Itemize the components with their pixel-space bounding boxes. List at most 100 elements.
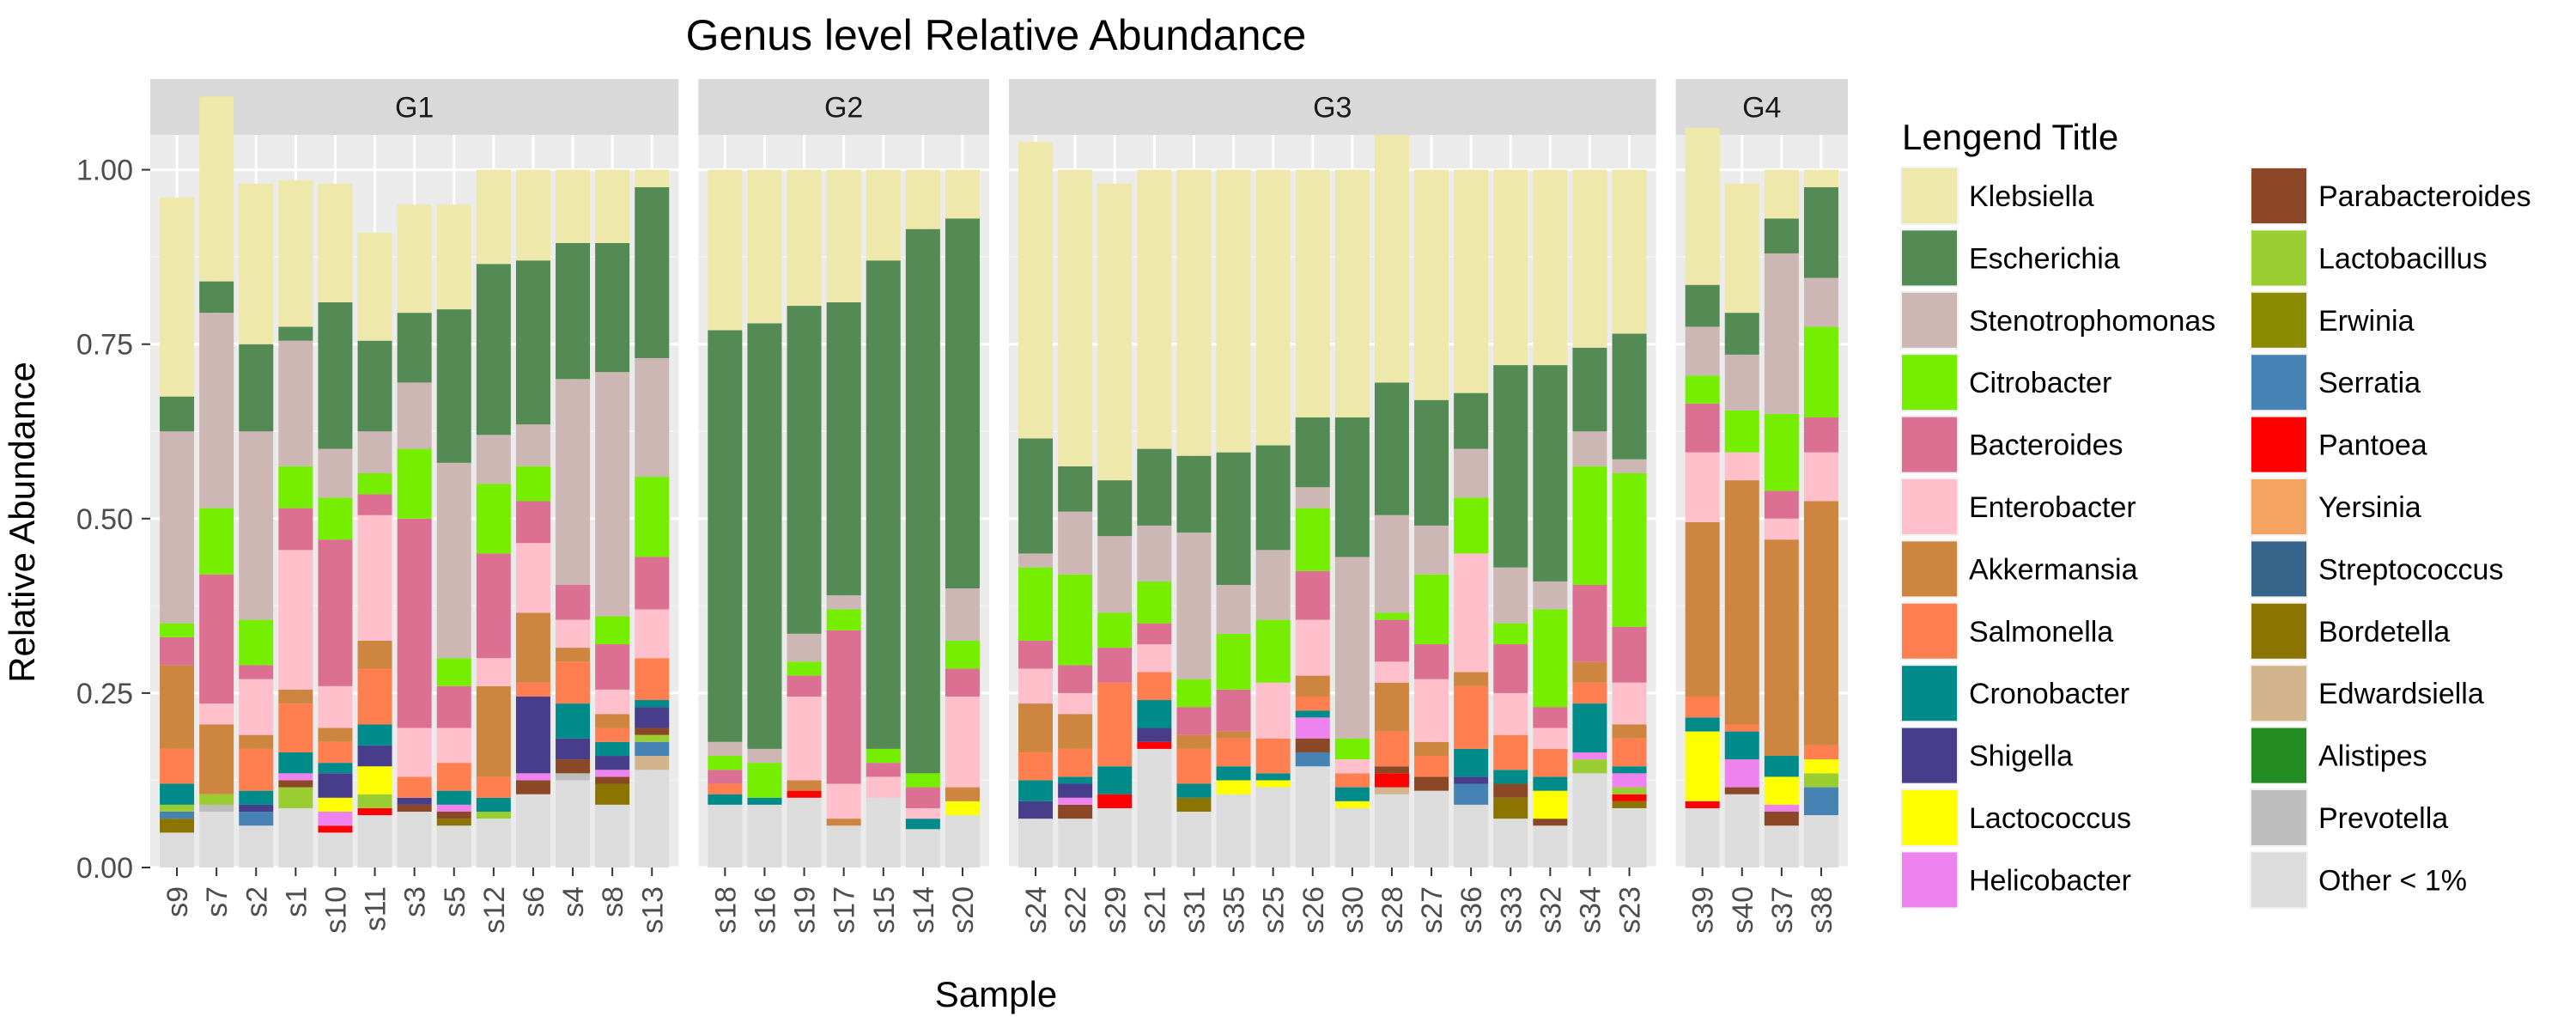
x-tick-label: s26 <box>1297 886 1330 934</box>
bar-segment <box>436 309 471 463</box>
bar-segment <box>318 685 353 728</box>
bar-segment <box>556 169 591 243</box>
legend-label: Klebsiella <box>1969 180 2094 213</box>
bar-segment <box>1685 717 1720 732</box>
bar-segment <box>1724 724 1759 732</box>
bar-segment <box>515 466 550 502</box>
bar-segment <box>866 797 901 868</box>
bar-segment <box>278 340 313 466</box>
bar-segment <box>1685 696 1720 718</box>
legend-swatch <box>1902 292 1957 348</box>
bar-segment <box>826 301 861 596</box>
legend-item: Citrobacter <box>1900 353 2111 412</box>
bar-segment <box>515 682 550 697</box>
legend-label: Citrobacter <box>1969 367 2111 399</box>
bar-segment <box>199 724 234 795</box>
bar-segment <box>1295 417 1330 488</box>
bar-segment <box>1612 773 1647 788</box>
bar-segment <box>1493 567 1528 624</box>
x-tick-label: s39 <box>1687 886 1720 934</box>
bar-segment <box>1255 682 1291 739</box>
bar-s16 <box>747 169 782 868</box>
bar-segment <box>1058 665 1093 693</box>
x-tick-label: s14 <box>908 886 940 934</box>
bar-segment <box>160 198 195 397</box>
chart-title: Genus level Relative Abundance <box>686 11 1307 59</box>
legend-label: Pantoea <box>2318 429 2427 462</box>
bar-segment <box>826 825 861 868</box>
bar-segment <box>1216 731 1251 739</box>
bar-segment <box>278 508 313 551</box>
bar-segment <box>1334 169 1370 418</box>
bar-segment <box>1255 787 1291 868</box>
bar-segment <box>1572 682 1607 704</box>
bar-segment <box>1572 752 1607 760</box>
legend-label: Shigella <box>1969 740 2073 773</box>
bar-segment <box>436 804 471 813</box>
bar-segment <box>1764 539 1799 757</box>
x-tick-label: s28 <box>1376 886 1409 934</box>
x-tick-label: s3 <box>399 886 432 917</box>
bar-segment <box>357 745 392 767</box>
bar-segment <box>1724 480 1759 725</box>
x-tick-label: s40 <box>1727 886 1759 934</box>
bar-segment <box>1414 756 1449 777</box>
bar-segment <box>1572 759 1607 774</box>
bar-s40 <box>1724 183 1759 868</box>
bar-segment <box>1295 710 1330 718</box>
facet-G4: G4 s39 s40 s37 s38 <box>1675 79 1848 934</box>
bar-segment <box>866 748 901 764</box>
bar-segment <box>476 776 511 798</box>
bar-segment <box>635 734 670 742</box>
x-tick-label: s38 <box>1806 886 1838 934</box>
bar-segment <box>476 797 511 813</box>
bar-segment <box>436 790 471 805</box>
legend-label: Streptococcus <box>2318 553 2503 586</box>
bar-segment <box>1414 776 1449 791</box>
bar-segment <box>436 204 471 310</box>
bar-segment <box>556 780 591 868</box>
bar-segment <box>160 396 195 432</box>
bar-segment <box>318 832 353 868</box>
facet-strip-label: G3 <box>1313 92 1352 125</box>
bar-segment <box>436 728 471 764</box>
bar-segment <box>1176 748 1212 784</box>
bar-segment <box>556 242 591 380</box>
bar-segment <box>1612 787 1647 795</box>
y-tick-label: 0.75 <box>76 329 133 362</box>
legend-label: Akkermansia <box>1969 553 2138 586</box>
bar-segment <box>357 340 392 432</box>
bar-segment <box>595 783 630 805</box>
bar-segment <box>357 640 392 669</box>
bar-segment <box>436 763 471 791</box>
bar-s29 <box>1097 183 1133 868</box>
x-tick-label: s23 <box>1614 886 1647 934</box>
bar-segment <box>556 584 591 620</box>
bar-s11 <box>357 232 392 868</box>
bar-segment <box>278 689 313 704</box>
facet-panels: G1 s9 s7 s2 s1 s10 s11 s3 s5 s12 s6 s4 s8 s13 G2 s18 s16… <box>150 79 1848 934</box>
bar-segment <box>1058 776 1093 784</box>
x-tick-label: s19 <box>789 886 822 934</box>
bar-segment <box>199 794 234 805</box>
bar-segment <box>1764 756 1799 777</box>
legend-label: Erwinia <box>2318 305 2415 338</box>
legend-label: Bacteroides <box>1969 429 2123 462</box>
bar-segment <box>199 96 234 282</box>
bar-segment <box>556 759 591 774</box>
bar-s13 <box>635 169 670 868</box>
legend-swatch <box>1902 168 1957 223</box>
bar-segment <box>318 448 353 498</box>
legend-item: Streptococcus <box>2250 539 2503 599</box>
bar-segment <box>318 497 353 540</box>
bar-segment <box>357 431 392 474</box>
bar-segment <box>1216 452 1251 585</box>
facet-G1: G1 s9 s7 s2 s1 s10 s11 s3 s5 s12 s6 s4 s8 s13 <box>150 79 679 934</box>
bar-segment <box>1454 497 1489 554</box>
bar-segment <box>1414 644 1449 679</box>
bar-segment <box>515 260 550 425</box>
bar-s4 <box>556 169 591 868</box>
bar-segment <box>1137 525 1172 581</box>
bar-segment <box>1764 413 1799 491</box>
bar-segment <box>357 494 392 515</box>
